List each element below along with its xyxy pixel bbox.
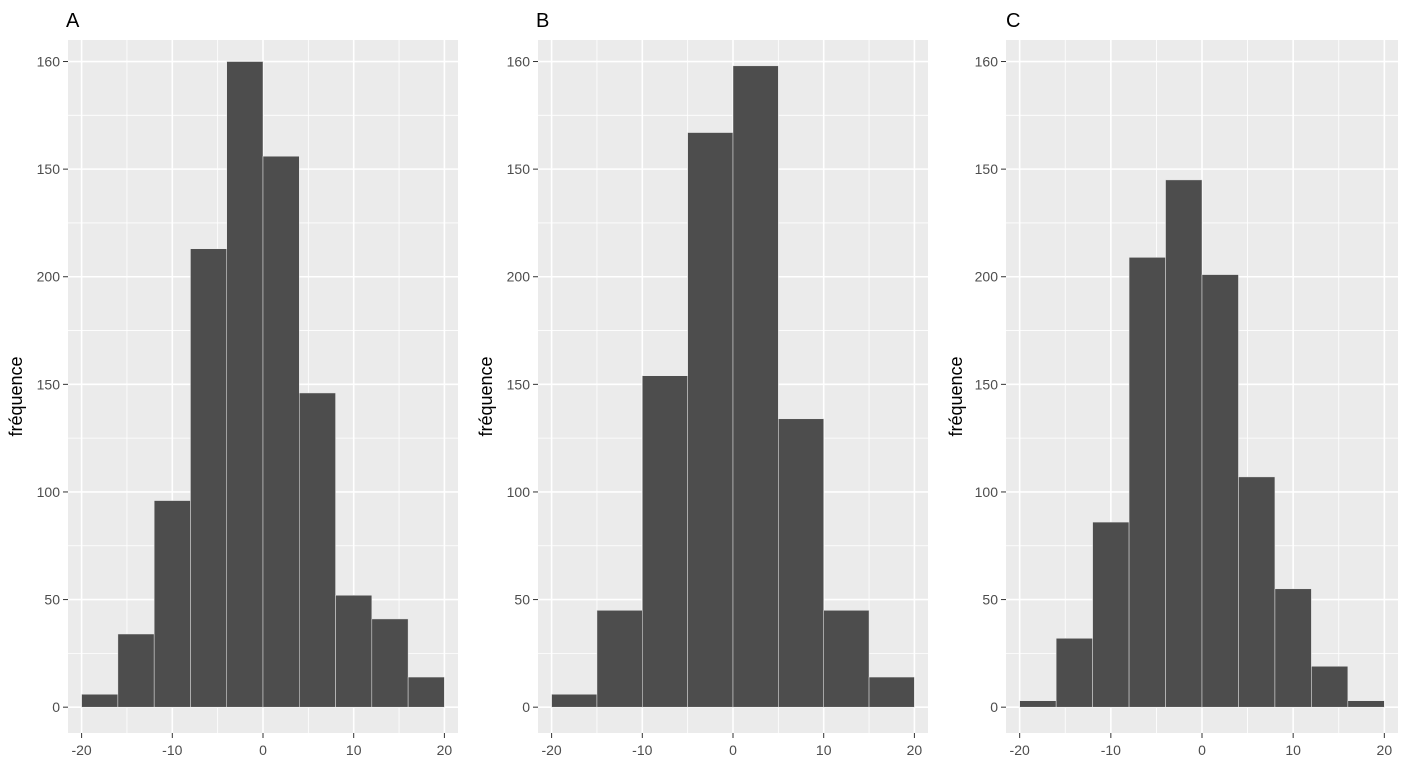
y-axis-label: fréquence: [476, 356, 496, 436]
histogram-bar: [1311, 666, 1349, 708]
y-tick-label: 200: [507, 269, 531, 285]
histogram-bar: [153, 500, 191, 708]
y-tick-label: 160: [37, 54, 61, 70]
panel-letter-b: B: [536, 10, 549, 32]
x-tick-label: 10: [346, 742, 362, 758]
y-tick-label: 150: [37, 161, 61, 177]
histogram-bar: [117, 633, 155, 708]
histogram-bar: [1165, 179, 1203, 708]
histogram-bar: [1019, 700, 1057, 708]
histogram-bar: [1274, 588, 1312, 708]
histogram-bar: [1238, 476, 1276, 708]
histogram-bar: [262, 155, 300, 708]
panel-b: 0 50 100 150 200 150 160 -20 -10 0 10 20 fréquence B: [476, 10, 928, 758]
x-tick-label: 0: [729, 742, 737, 758]
y-tick-label: 150: [975, 161, 999, 177]
y-tick-label: 100: [975, 484, 999, 500]
y-tick-label: 200: [975, 269, 999, 285]
x-tick-label: 10: [1285, 742, 1301, 758]
histogram-bar: [687, 132, 734, 708]
histogram-bar: [868, 676, 915, 708]
x-tick-label: 20: [907, 742, 923, 758]
histogram-bar: [371, 618, 409, 708]
y-tick-label: 0: [990, 699, 998, 715]
y-tick-label: 160: [507, 54, 531, 70]
x-tick-label: 10: [816, 742, 832, 758]
x-tick-label: -10: [162, 742, 182, 758]
y-tick-label: 200: [37, 269, 61, 285]
histogram-bar: [1128, 257, 1166, 708]
x-tick-label: -20: [541, 742, 561, 758]
histogram-bar: [190, 248, 227, 708]
y-tick-label: 0: [52, 699, 60, 715]
y-axis-label: fréquence: [946, 356, 966, 436]
y-tick-label: 100: [507, 484, 531, 500]
histogram-bar: [407, 676, 445, 708]
y-tick-label: 150: [975, 376, 999, 392]
y-tick-label: 50: [982, 592, 998, 608]
y-tick-label: 150: [507, 376, 531, 392]
x-tick-label: -10: [1101, 742, 1121, 758]
histogram-bar: [778, 418, 824, 708]
y-tick-label: 50: [44, 592, 60, 608]
panel-letter-a: A: [66, 10, 80, 32]
histogram-bar: [642, 375, 688, 708]
histogram-bar: [1055, 638, 1093, 708]
histogram-bar: [823, 610, 870, 708]
x-tick-label: 0: [1198, 742, 1206, 758]
x-tick-label: -20: [71, 742, 91, 758]
y-tick-label: 150: [507, 161, 531, 177]
histogram-bar: [1347, 700, 1385, 708]
histogram-bar: [335, 595, 373, 708]
histogram-bar: [596, 610, 643, 708]
x-tick-label: 0: [259, 742, 267, 758]
x-tick-label: 20: [1377, 742, 1393, 758]
histogram-bar: [732, 65, 779, 708]
panel-letter-c: C: [1006, 10, 1020, 32]
histogram-bar: [1201, 274, 1239, 708]
panel-c: 0 50 100 150 200 150 160 -20 -10 0 10 20 fréquence C: [946, 10, 1398, 758]
x-tick-label: 20: [437, 742, 453, 758]
histogram-bar: [299, 392, 336, 708]
y-tick-label: 160: [975, 54, 999, 70]
panel-a: 0 50 100 150 200 150 160 -20 -10 0 10 20 fréquence A: [6, 10, 458, 758]
y-tick-label: 0: [522, 699, 530, 715]
y-tick-label: 100: [37, 484, 61, 500]
x-tick-label: -10: [632, 742, 652, 758]
histogram-bar: [1092, 521, 1130, 708]
histogram-bar: [81, 694, 119, 708]
histogram-bar: [226, 61, 264, 708]
histogram-bar: [551, 694, 598, 708]
y-axis-label: fréquence: [6, 356, 26, 436]
y-tick-label: 50: [514, 592, 530, 608]
y-tick-label: 150: [37, 376, 61, 392]
x-tick-label: -20: [1010, 742, 1030, 758]
